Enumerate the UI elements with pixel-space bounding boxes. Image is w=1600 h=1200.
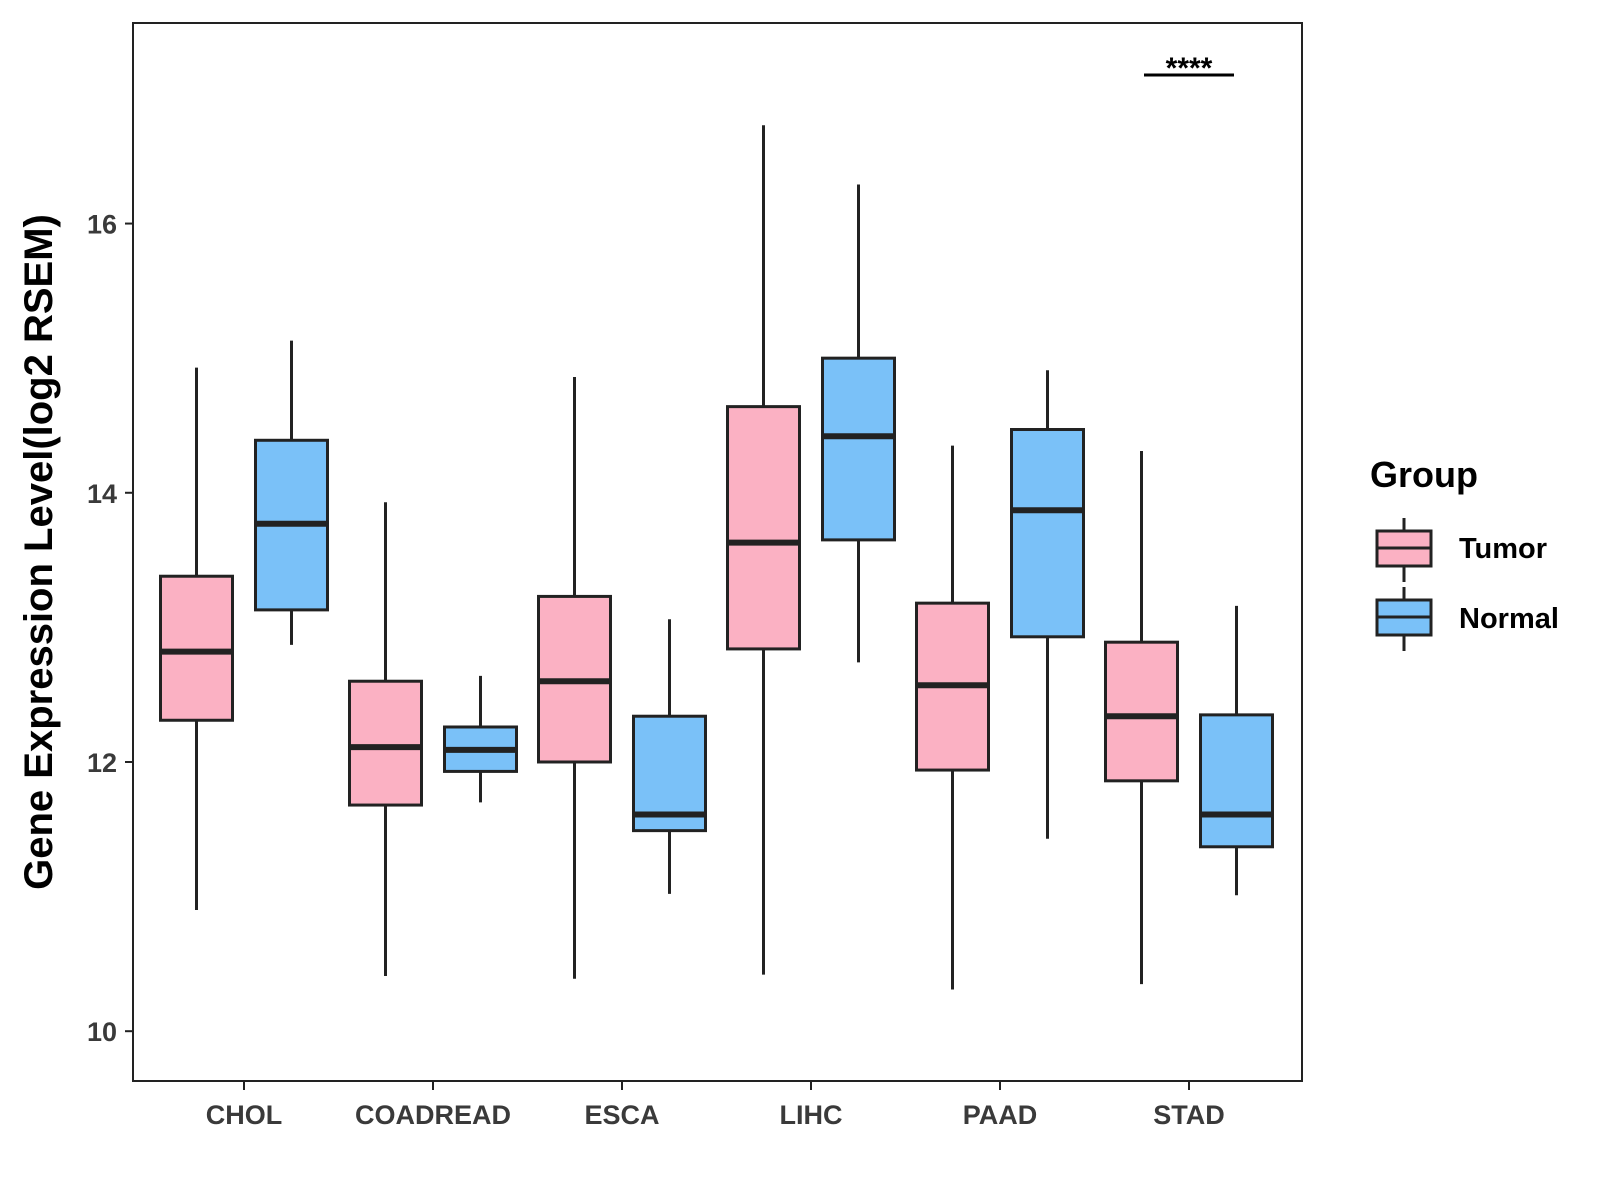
box-paad-normal bbox=[1010, 370, 1085, 839]
y-tick-label: 10 bbox=[87, 1017, 117, 1047]
box-body bbox=[159, 574, 234, 722]
box-coadread-tumor bbox=[348, 502, 423, 977]
plot-panel-border bbox=[132, 22, 1303, 1082]
x-tick-label-paad: PAAD bbox=[963, 1100, 1038, 1130]
box-body bbox=[821, 356, 896, 542]
box-body bbox=[1104, 640, 1179, 783]
boxes-layer bbox=[159, 125, 1274, 990]
legend: Group Tumor Normal bbox=[1370, 454, 1559, 651]
box-paad-tumor bbox=[915, 445, 990, 990]
box-stad-tumor bbox=[1104, 451, 1179, 985]
legend-title: Group bbox=[1370, 454, 1478, 495]
legend-item-tumor: Tumor bbox=[1375, 518, 1547, 582]
box-chol-tumor bbox=[159, 367, 234, 911]
box-lihc-normal bbox=[821, 184, 896, 663]
box-body bbox=[726, 405, 801, 651]
y-axis: 10 12 14 16 bbox=[87, 210, 133, 1047]
x-tick-label-esca: ESCA bbox=[584, 1100, 659, 1130]
box-body bbox=[1199, 713, 1274, 849]
box-lihc-tumor bbox=[726, 125, 801, 975]
annotation-layer: **** bbox=[1144, 52, 1234, 85]
x-tick-label-lihc: LIHC bbox=[780, 1100, 843, 1130]
x-tick-label-coadread: COADREAD bbox=[355, 1100, 511, 1130]
legend-label-tumor: Tumor bbox=[1459, 533, 1547, 565]
x-axis: CHOL COADREAD ESCA LIHC PAAD STAD bbox=[206, 1081, 1225, 1130]
legend-item-normal: Normal bbox=[1375, 587, 1559, 651]
box-esca-tumor bbox=[537, 377, 612, 979]
box-esca-normal bbox=[632, 619, 707, 894]
x-tick-label-chol: CHOL bbox=[206, 1100, 283, 1130]
box-body bbox=[348, 679, 423, 807]
box-body bbox=[1010, 428, 1085, 639]
y-tick-label: 12 bbox=[87, 748, 117, 778]
y-axis-title: Gene Expression Level(log2 RSEM) bbox=[17, 214, 61, 890]
box-chol-normal bbox=[254, 340, 329, 645]
x-tick-label-stad: STAD bbox=[1153, 1100, 1225, 1130]
significance-label: **** bbox=[1166, 52, 1213, 85]
box-stad-normal bbox=[1199, 605, 1274, 896]
y-tick-label: 14 bbox=[87, 479, 117, 509]
box-coadread-normal bbox=[443, 675, 518, 803]
y-tick-label: 16 bbox=[87, 210, 117, 240]
legend-label-normal: Normal bbox=[1459, 603, 1559, 635]
